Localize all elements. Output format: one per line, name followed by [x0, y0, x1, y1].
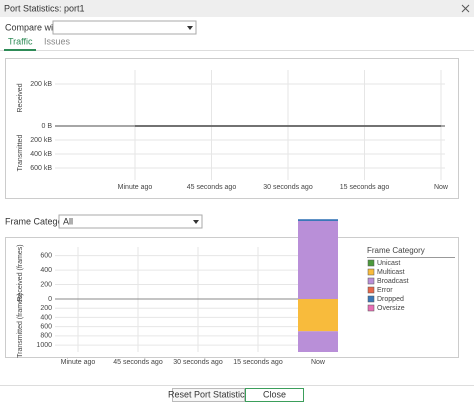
legend-swatch: [367, 295, 375, 303]
y-tick-label: 200: [40, 281, 52, 288]
y-tick-label: 200 kB: [30, 81, 52, 88]
frame-category-label: Frame Category: [5, 216, 71, 226]
compare-label: Compare with: [5, 22, 61, 32]
traffic-chart-frame: [5, 58, 459, 199]
select-caret: [193, 220, 199, 224]
close-button[interactable]: [245, 388, 304, 402]
legend-label: Error: [377, 287, 393, 294]
x-tick-label: 45 seconds ago: [113, 359, 163, 366]
legend-label: Unicast: [377, 260, 400, 267]
title-bar: [0, 0, 474, 17]
frame-category-select[interactable]: [58, 214, 203, 229]
transmitted-bar: [298, 299, 338, 332]
close-icon[interactable]: [461, 4, 470, 13]
x-tick-label: Minute ago: [118, 184, 153, 191]
y2-tick-label: 200: [40, 305, 52, 312]
y-axis-label: Received: [17, 83, 24, 112]
compare-select[interactable]: [52, 20, 197, 35]
legend-swatch: [367, 304, 375, 312]
y-tick-label: 0: [48, 296, 52, 303]
y2-axis-label: Transmitted: [17, 135, 24, 172]
legend-swatch: [367, 259, 375, 267]
reset-button[interactable]: [172, 388, 245, 402]
y2-tick-label: 400: [40, 314, 52, 321]
frame-category-value: All: [63, 216, 73, 226]
y2-tick-label: 800: [40, 333, 52, 340]
legend-title: Frame Category: [367, 246, 425, 255]
x-tick-label: 15 seconds ago: [340, 184, 390, 191]
y2-tick-label: 600: [40, 323, 52, 330]
y-tick-label: 600: [40, 253, 52, 260]
y-tick-label: 0 B: [41, 123, 52, 130]
legend-label: Multicast: [377, 269, 405, 276]
close-button-label[interactable]: Close: [263, 389, 286, 399]
y2-tick-label: 200 kB: [30, 137, 52, 144]
legend-label: Broadcast: [377, 278, 409, 285]
reset-button-label[interactable]: Reset Port Statistics: [168, 389, 250, 399]
tab-issues[interactable]: Issues: [44, 36, 71, 46]
y-axis-label: Received (frames): [17, 244, 24, 301]
legend-swatch: [367, 286, 375, 294]
legend-label: Oversize: [377, 305, 405, 312]
x-tick-label: Minute ago: [61, 359, 96, 366]
x-tick-label: 30 seconds ago: [263, 184, 313, 191]
x-tick-label: Now: [434, 184, 449, 191]
x-tick-label: 30 seconds ago: [173, 359, 223, 366]
received-bar: [298, 221, 338, 299]
tab-traffic[interactable]: Traffic: [8, 36, 33, 46]
y2-axis-label: Transmitted (frames): [17, 293, 24, 358]
legend-swatch: [367, 277, 375, 285]
y2-tick-label: 600 kB: [30, 165, 52, 172]
transmitted-bar: [298, 331, 338, 352]
legend-swatch: [367, 268, 375, 276]
x-tick-label: Now: [311, 359, 326, 366]
x-tick-label: 15 seconds ago: [233, 359, 283, 366]
x-tick-label: 45 seconds ago: [187, 184, 237, 191]
received-bar: [298, 219, 338, 221]
select-caret: [187, 26, 193, 30]
y-tick-label: 400: [40, 267, 52, 274]
legend-label: Dropped: [377, 296, 404, 303]
y2-tick-label: 1000: [36, 342, 52, 349]
y2-tick-label: 400 kB: [30, 151, 52, 158]
window-title: Port Statistics: port1: [4, 3, 85, 13]
